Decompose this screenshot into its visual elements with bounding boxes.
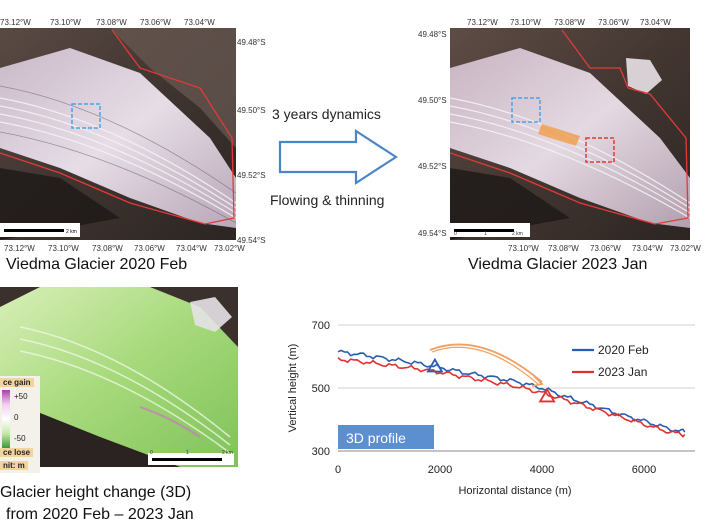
lon-tick-b-bot-2: 73.06°W [590,244,621,253]
scale-bar-label: 2 km [66,229,77,235]
flow-arrow-head-icon [531,375,544,387]
lat-tick-b-3: 49.54°S [418,229,447,238]
flow-arrow-curve [429,343,543,383]
scale-c-0: 0 [150,450,153,456]
scale-c-1: 1 [186,450,189,456]
triangle-marker-1 [538,387,556,403]
x-tick-label: 2000 [428,464,452,476]
profile-annotation-text: 3D profile [346,430,406,446]
lon-tick-b-top-3: 73.06°W [598,18,629,27]
caption-2020-feb: Viedma Glacier 2020 Feb [6,256,188,273]
lat-tick-b-0: 49.48°S [418,30,447,39]
legend-low-value: -50 [14,434,26,443]
legend-colorbar [2,390,10,448]
panel-2023-jan-image [450,28,690,240]
lon-tick-a-top-3: 73.06°W [140,18,171,27]
scale-c-2: 2 km [222,450,233,456]
lon-tick-a-top-4: 73.04°W [184,18,215,27]
caption-height-change-1: Glacier height change (3D) [0,484,192,501]
lat-tick-b-1: 49.50°S [418,96,447,105]
y-axis-label: Vertical height (m) [287,344,299,433]
roi-box-blue [71,103,101,129]
scale-b-1: 1 [484,231,487,237]
caption-2023-jan: Viedma Glacier 2023 Jan [468,256,648,273]
flow-displacement-marker [538,124,580,146]
lat-tick-a-1: 49.50°S [237,106,266,115]
x-tick-label: 4000 [530,464,554,476]
legend-gain-label: ce gain [0,378,34,387]
y-tick-label: 300 [312,446,330,458]
flowing-label: Flowing & thinning [270,192,385,208]
dynamics-label: 3 years dynamics [272,106,381,122]
triangle-marker-0 [426,357,444,373]
scale-b-2: 2 km [512,231,523,237]
legend-label-1: 2023 Jan [598,365,647,379]
profile-chart: 300 500 700 0 2000 4000 6000 3D profile 2020 F… [287,320,695,497]
legend-lose-label: ce lose [0,448,34,457]
lon-tick-b-top-4: 73.04°W [640,18,671,27]
lon-tick-a-bot-2: 73.08°W [92,244,123,253]
lat-tick-a-0: 49.48°S [237,38,266,47]
y-tick-label: 700 [312,320,330,332]
lon-tick-b-top-0: 73.12°W [467,18,498,27]
legend-label-0: 2020 Feb [598,343,649,357]
lat-tick-a-2: 49.52°S [237,171,266,180]
lon-tick-b-bot-4: 73.02°W [670,244,701,253]
lon-tick-a-bot-1: 73.10°W [48,244,79,253]
lon-tick-a-bot-3: 73.06°W [134,244,165,253]
legend-unit-label: nit: m [0,461,28,470]
flow-arrow-curve-inner [431,346,539,385]
lon-tick-a-top-2: 73.08°W [96,18,127,27]
lon-tick-b-top-1: 73.10°W [510,18,541,27]
chart-legend: 2020 Feb 2023 Jan [572,343,649,379]
right-arrow-icon [278,128,399,186]
roi-box-blue-2023 [511,97,541,123]
scale-b-0: 0 [454,231,457,237]
legend-mid-value: 0 [14,413,19,422]
x-tick-label: 0 [335,464,341,476]
x-axis-label: Horizontal distance (m) [458,485,571,497]
caption-height-change-2: from 2020 Feb – 2023 Jan [6,506,194,523]
lon-tick-b-bot-0: 73.10°W [508,244,539,253]
lon-tick-a-bot-5: 73.02°W [214,244,245,253]
lon-tick-b-bot-3: 73.04°W [632,244,663,253]
legend-top-value: +50 [14,392,28,401]
lat-tick-a-3: 49.54°S [237,236,266,245]
lat-tick-b-2: 49.52°S [418,162,447,171]
lon-tick-b-bot-1: 73.08°W [548,244,579,253]
lon-tick-a-bot-0: 73.12°W [4,244,35,253]
lon-tick-b-top-2: 73.08°W [554,18,585,27]
profile-annotation-box [338,425,434,449]
glacier-image-2020: 2 km [0,28,236,240]
x-tick-label: 6000 [632,464,656,476]
panel-2020-feb-image: 2 km [0,28,236,240]
glacier-image-2023 [450,28,690,240]
height-change-legend: ce gain +50 0 -50 ce lose nit: m [0,376,40,473]
lon-tick-a-bot-4: 73.04°W [176,244,207,253]
y-tick-label: 500 [312,383,330,395]
lon-tick-a-top-1: 73.10°W [50,18,81,27]
series-line-1 [337,357,686,438]
roi-box-red-2023 [585,137,615,163]
lon-tick-a-top-0: 73.12°W [0,18,31,27]
